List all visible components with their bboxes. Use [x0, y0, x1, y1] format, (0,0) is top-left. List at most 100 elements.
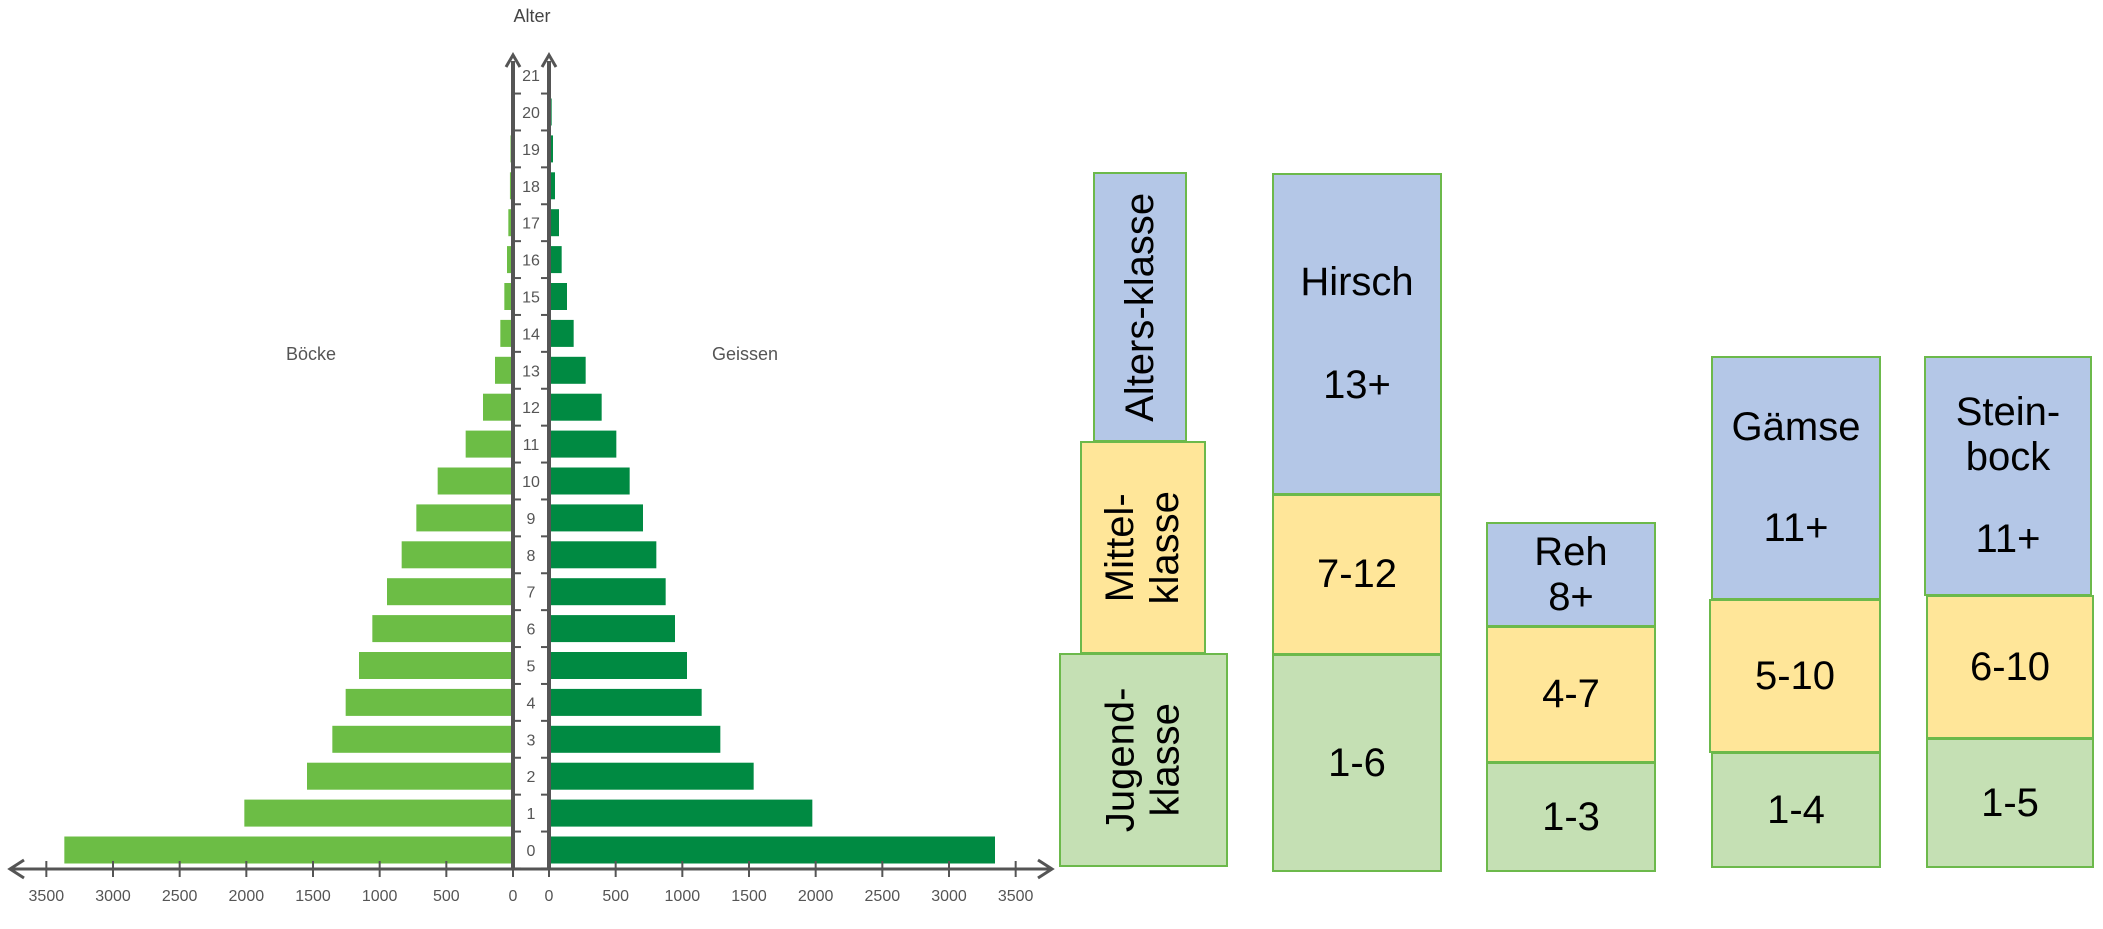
x-tick-label-right-2000: 2000 [798, 888, 834, 905]
header-mittel-klasse: Mittel- klasse [1080, 441, 1206, 654]
species-name-hirsch: Hirsch [1300, 260, 1414, 305]
bar-geissen-age-6 [551, 615, 675, 643]
age-tick-label-11: 11 [523, 437, 540, 454]
legend-label-left: Böcke [286, 344, 336, 364]
hirsch-old-class: Hirsch 13+ [1272, 173, 1442, 495]
x-tick-label-right-0: 0 [545, 888, 554, 905]
reh-young-class: 1-3 [1486, 762, 1656, 872]
left-axis-arrow [504, 52, 522, 68]
x-tick-label-right-500: 500 [602, 888, 629, 905]
bar-boecke-age-14 [500, 319, 511, 347]
bar-boecke-age-1 [244, 799, 512, 827]
x-tick-label-left-3500: 3500 [29, 888, 65, 905]
steinbock-old-class: Stein- bock 11+ [1924, 356, 2092, 596]
bar-boecke-age-12 [483, 393, 511, 421]
age-tick-label-3: 3 [527, 732, 536, 749]
bar-geissen-age-9 [551, 504, 643, 532]
age-tick-label-1: 1 [527, 806, 536, 823]
bar-geissen-age-0 [551, 836, 995, 864]
x-axis-right-arrow [1037, 858, 1055, 880]
bar-boecke-age-6 [372, 615, 511, 643]
age-tick-label-19: 19 [522, 142, 540, 159]
steinbock-old-range: 11+ [1975, 517, 2041, 562]
reh-middle-class: 4-7 [1486, 626, 1656, 763]
bar-geissen-age-3 [551, 725, 721, 753]
age-tick-label-12: 12 [522, 400, 540, 417]
bar-geissen-age-15 [551, 283, 567, 310]
hirsch-old-range: 13+ [1323, 363, 1391, 407]
bar-geissen-age-11 [551, 430, 617, 458]
x-tick-label-right-2500: 2500 [865, 888, 901, 905]
bar-geissen-age-14 [551, 319, 574, 347]
bar-boecke-age-18 [509, 172, 511, 200]
bar-geissen-age-4 [551, 688, 702, 716]
age-tick-label-2: 2 [527, 769, 536, 786]
age-tick-label-5: 5 [527, 659, 536, 676]
gaemse-old-class: Gämse 11+ [1711, 356, 1881, 600]
bar-geissen-age-18 [551, 172, 555, 200]
header-jugend-klasse: Jugend- klasse [1059, 653, 1228, 867]
gaemse-young-class: 1-4 [1711, 752, 1881, 868]
species-name-gaemse: Gämse [1731, 405, 1861, 450]
bar-geissen-age-5 [551, 652, 687, 679]
bar-boecke-age-5 [359, 652, 511, 679]
x-tick-label-right-3500: 3500 [998, 888, 1034, 905]
bar-boecke-age-15 [504, 283, 511, 310]
bar-boecke-age-4 [345, 688, 511, 716]
gaemse-old-range: 11+ [1763, 506, 1829, 550]
bar-geissen-age-20 [551, 98, 552, 126]
bar-boecke-age-16 [507, 246, 511, 274]
bar-boecke-age-2 [307, 762, 511, 790]
age-tick-label-21: 21 [522, 68, 540, 85]
steinbock-young-class: 1-5 [1926, 738, 2094, 868]
species-name-steinbock: Stein- bock [1955, 389, 2061, 479]
x-tick-label-left-1000: 1000 [362, 888, 398, 905]
species-name-reh: Reh [1534, 529, 1608, 574]
age-tick-label-20: 20 [522, 105, 540, 122]
x-axis-left-arrow [7, 858, 25, 880]
gaemse-middle-class: 5-10 [1709, 599, 1881, 753]
bar-geissen-age-16 [551, 246, 562, 274]
bar-boecke-age-11 [465, 430, 511, 458]
bar-boecke-age-17 [508, 209, 511, 237]
chart-title: Alter [513, 6, 550, 26]
population-pyramid-chart: Alter Böcke Geissen 01234567891011121314… [7, 6, 1055, 905]
age-tick-label-18: 18 [522, 179, 540, 196]
age-tick-label-4: 4 [527, 695, 536, 712]
age-tick-label-7: 7 [527, 585, 536, 602]
bar-boecke-age-13 [495, 356, 511, 384]
header-alters-klasse: Alters-klasse [1093, 172, 1187, 442]
x-tick-label-left-500: 500 [433, 888, 460, 905]
hirsch-young-class: 1-6 [1272, 654, 1442, 872]
age-tick-label-15: 15 [522, 290, 540, 307]
x-tick-label-left-2500: 2500 [162, 888, 198, 905]
bar-geissen-age-8 [551, 541, 657, 569]
age-tick-label-17: 17 [522, 216, 540, 233]
hirsch-middle-class: 7-12 [1272, 494, 1442, 655]
x-tick-label-left-3000: 3000 [95, 888, 131, 905]
bar-geissen-age-10 [551, 467, 630, 495]
age-tick-label-14: 14 [522, 326, 540, 343]
age-tick-label-9: 9 [527, 511, 536, 528]
age-tick-label-10: 10 [522, 474, 540, 491]
bar-boecke-age-19 [510, 135, 511, 163]
bar-boecke-age-7 [387, 578, 511, 606]
age-tick-label-16: 16 [522, 253, 540, 270]
bar-boecke-age-3 [332, 725, 511, 753]
bar-boecke-age-10 [437, 467, 511, 495]
bar-geissen-age-17 [551, 209, 559, 237]
bar-geissen-age-1 [551, 799, 813, 827]
bar-boecke-age-8 [401, 541, 511, 569]
bar-boecke-age-0 [64, 836, 511, 864]
right-axis-arrow [540, 52, 558, 68]
bar-boecke-age-9 [416, 504, 511, 532]
bar-geissen-age-7 [551, 578, 666, 606]
legend-label-right: Geissen [712, 344, 778, 364]
steinbock-middle-class: 6-10 [1926, 595, 2094, 739]
reh-old-class: Reh 8+ [1486, 522, 1656, 627]
x-tick-label-right-3000: 3000 [931, 888, 967, 905]
age-tick-label-6: 6 [527, 622, 536, 639]
bar-geissen-age-13 [551, 356, 586, 384]
bar-geissen-age-2 [551, 762, 754, 790]
bar-geissen-age-12 [551, 393, 602, 421]
